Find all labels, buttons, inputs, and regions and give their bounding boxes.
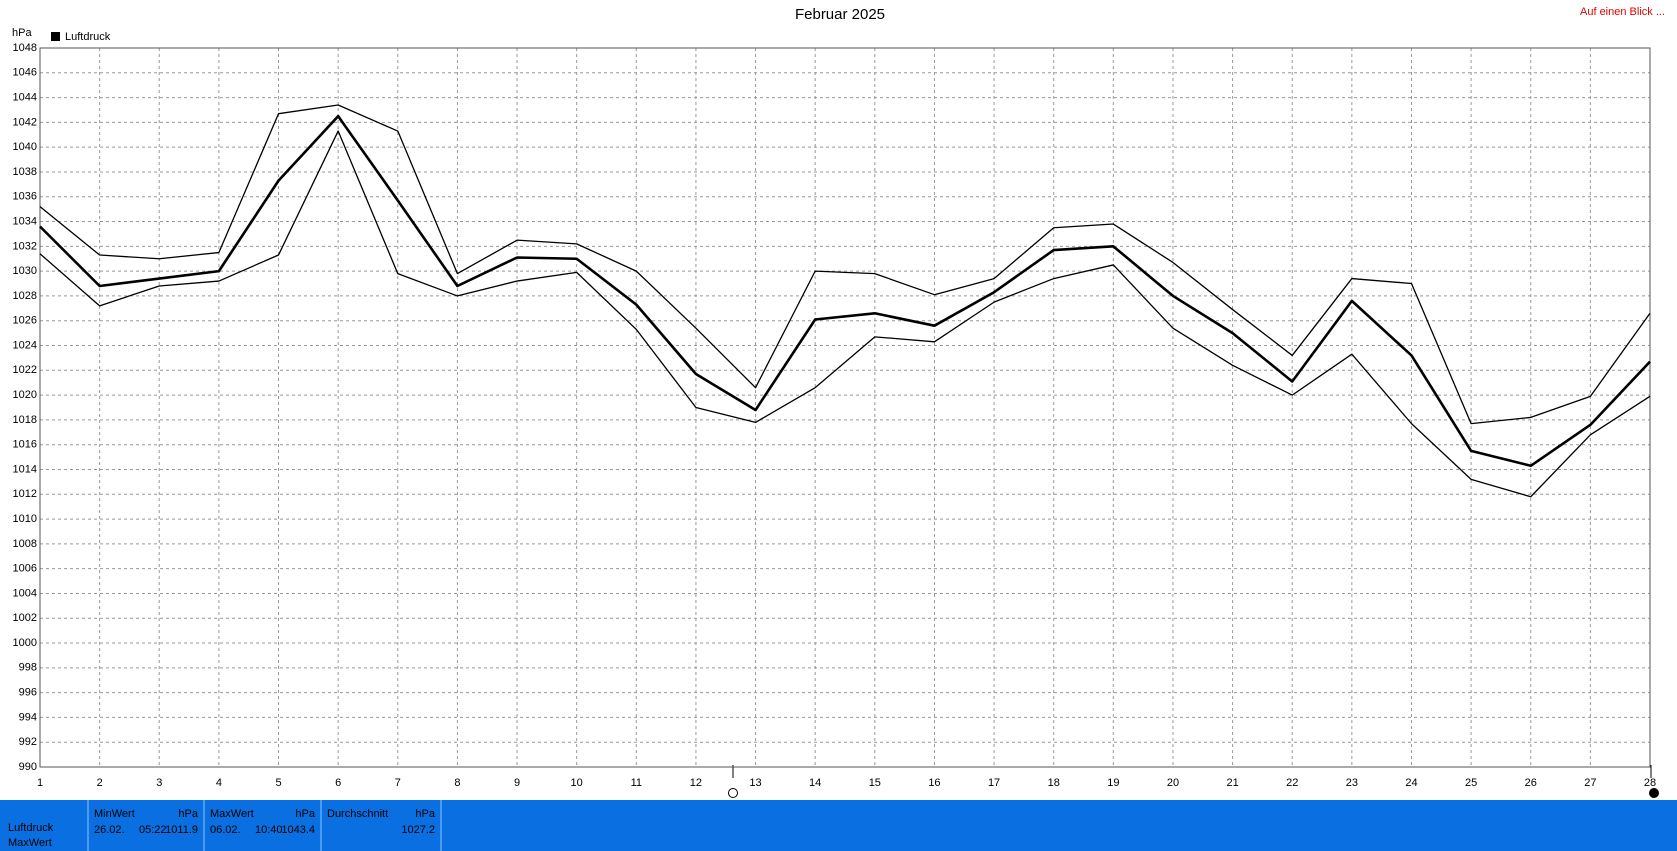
time: 10:40 — [255, 824, 283, 836]
row-label: Luftdruck — [8, 822, 54, 834]
x-tick-label: 21 — [1226, 777, 1238, 789]
x-tick-label: 25 — [1465, 777, 1477, 789]
x-tick-label: 18 — [1048, 777, 1060, 789]
chart-title: Februar 2025 — [795, 6, 885, 23]
unit: hPa — [295, 808, 315, 820]
y-tick-label: 1028 — [13, 290, 37, 302]
y-tick-label: 1020 — [13, 389, 37, 401]
x-tick-label: 6 — [335, 777, 341, 789]
y-tick-label: 1038 — [13, 166, 37, 178]
x-tick-label: 2 — [97, 777, 103, 789]
y-tick-label: 990 — [19, 761, 37, 773]
x-tick-label: 22 — [1286, 777, 1298, 789]
x-tick-label: 15 — [869, 777, 881, 789]
marker — [728, 788, 738, 798]
x-tick-label: 5 — [275, 777, 281, 789]
y-tick-label: 1036 — [13, 191, 37, 203]
line — [39, 130, 1651, 498]
x-tick-label: 4 — [216, 777, 222, 789]
header: MaxWert — [210, 808, 254, 820]
header: Durchschnitt — [327, 808, 389, 820]
time: 05:22 — [139, 824, 167, 836]
y-tick-label: 1016 — [13, 439, 37, 451]
summary-cell: MaxWert hPa 06.02. 10:40 1043.4 — [205, 800, 322, 851]
y-tick-label: 996 — [19, 687, 37, 699]
y-tick-label: 1046 — [13, 67, 37, 79]
x-tick-label: 27 — [1584, 777, 1596, 789]
y-tick-label: 1012 — [13, 488, 37, 500]
chart: Februar 2025 Auf einen Blick ... hPa Luf… — [12, 6, 1665, 798]
marker — [1649, 788, 1659, 798]
y-tick-label: 1044 — [13, 91, 37, 103]
value: 1011.9 — [165, 824, 198, 836]
y-tick-label: 1000 — [13, 637, 37, 649]
x-tick-label: 28 — [1644, 777, 1656, 789]
value: 1027.2 — [401, 824, 435, 836]
x-tick-label: 23 — [1346, 777, 1358, 789]
y-tick-label: 1026 — [13, 315, 37, 327]
x-tick-label: 24 — [1405, 777, 1417, 789]
y-tick-label: 1008 — [13, 538, 37, 550]
legend-swatch — [51, 32, 60, 41]
header: MinWert — [94, 808, 135, 820]
x-tick-label: 7 — [395, 777, 401, 789]
x-tick-label: 16 — [928, 777, 940, 789]
unit: hPa — [415, 808, 435, 820]
x-tick-label: 8 — [454, 777, 460, 789]
y-tick-label: 1006 — [13, 563, 37, 575]
y-tick-label: 1030 — [13, 265, 37, 277]
summary-cell: MinWert hPa 26.02. 05:22 1011.9 — [89, 800, 205, 851]
row-labels: Luftdruck MaxWert — [0, 800, 89, 851]
line — [39, 114, 1651, 468]
y-tick-label: 1048 — [13, 42, 37, 54]
y-tick-label: 1004 — [13, 587, 37, 599]
y-tick-label: 1032 — [13, 240, 37, 252]
y-tick-label: 1018 — [13, 414, 37, 426]
value: 1043.4 — [281, 824, 315, 836]
x-tick-label: 13 — [749, 777, 761, 789]
y-tick-label: 1040 — [13, 141, 37, 153]
y-tick-label: 1010 — [13, 513, 37, 525]
x-tick-label: 9 — [514, 777, 520, 789]
x-tick-label: 3 — [156, 777, 162, 789]
date: 26.02. — [94, 824, 125, 836]
row-label: MaxWert — [8, 837, 52, 849]
summary-cell: Durchschnitt hPa 1027.2 — [322, 800, 442, 851]
plot-frame — [39, 47, 1651, 768]
summary-panel: Luftdruck MaxWert MinWert hPa 26.02. 05:… — [0, 800, 1677, 851]
x-tick-label: 10 — [571, 777, 583, 789]
y-tick-label: 1014 — [13, 463, 37, 475]
y-axis-label: hPa — [12, 27, 32, 39]
x-tick-label: 11 — [631, 777, 642, 789]
line — [39, 104, 1651, 425]
x-tick-label: 26 — [1525, 777, 1537, 789]
legend-label: Luftdruck — [65, 31, 111, 43]
unit: hPa — [178, 808, 198, 820]
y-tick-label: 1022 — [13, 364, 37, 376]
x-tick-label: 14 — [809, 777, 821, 789]
x-tick-label: 19 — [1107, 777, 1119, 789]
y-tick-label: 1042 — [13, 116, 37, 128]
y-tick-label: 992 — [19, 736, 37, 748]
y-tick-label: 1002 — [13, 612, 37, 624]
link[interactable]: Auf einen Blick ... — [1580, 6, 1665, 18]
y-tick-label: 994 — [19, 711, 37, 723]
x-tick-label: 1 — [37, 777, 43, 789]
x-tick-label: 12 — [690, 777, 702, 789]
x-tick-label: 20 — [1167, 777, 1179, 789]
y-tick-label: 998 — [19, 662, 37, 674]
y-tick-label: 1024 — [13, 339, 37, 351]
x-tick-label: 17 — [988, 777, 1000, 789]
date: 06.02. — [210, 824, 241, 836]
y-tick-label: 1034 — [13, 215, 37, 227]
